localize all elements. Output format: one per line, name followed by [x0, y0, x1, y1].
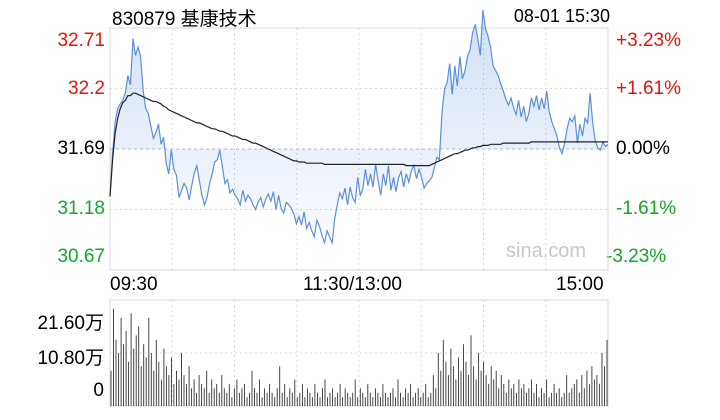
volume-tick-label: 0 — [93, 380, 104, 401]
pct-tick-label: -1.61% — [616, 198, 677, 219]
volume-bars — [110, 308, 608, 406]
timestamp: 08-01 15:30 — [513, 6, 610, 26]
price-tick-label: 31.18 — [57, 198, 105, 219]
watermark: sina.com — [506, 240, 587, 262]
chart-grid — [109, 27, 609, 407]
pct-tick-label: +1.61% — [616, 78, 681, 99]
price-line — [109, 10, 609, 246]
average-price-line — [109, 92, 608, 197]
time-tick-label: 09:30 — [110, 274, 158, 295]
price-tick-label: 31.69 — [57, 138, 105, 159]
price-area — [110, 10, 608, 243]
price-tick-label: 30.67 — [57, 246, 105, 267]
time-tick-label: 11:30/13:00 — [303, 274, 402, 295]
price-tick-label: 32.2 — [68, 78, 105, 99]
volume-tick-label: 10.80万 — [37, 348, 104, 369]
volume-tick-label: 21.60万 — [37, 313, 104, 334]
stock-title: 830879 基康技术 — [112, 9, 257, 30]
pct-tick-label: 0.00% — [616, 138, 670, 159]
price-tick-label: 32.71 — [57, 30, 105, 51]
pct-tick-label: -3.23% — [606, 246, 667, 267]
pct-tick-label: +3.23% — [616, 30, 681, 51]
time-tick-label: 15:00 — [556, 274, 604, 295]
